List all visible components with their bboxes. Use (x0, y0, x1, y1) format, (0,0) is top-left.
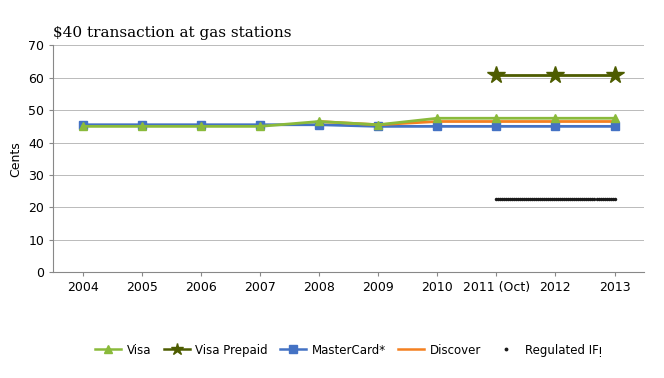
Text: $40 transaction at gas stations: $40 transaction at gas stations (53, 26, 291, 40)
Legend: Visa, Visa Prepaid, MasterCard*, Discover, Regulated IFᴉ: Visa, Visa Prepaid, MasterCard*, Discove… (91, 339, 606, 361)
Y-axis label: Cents: Cents (9, 141, 23, 177)
